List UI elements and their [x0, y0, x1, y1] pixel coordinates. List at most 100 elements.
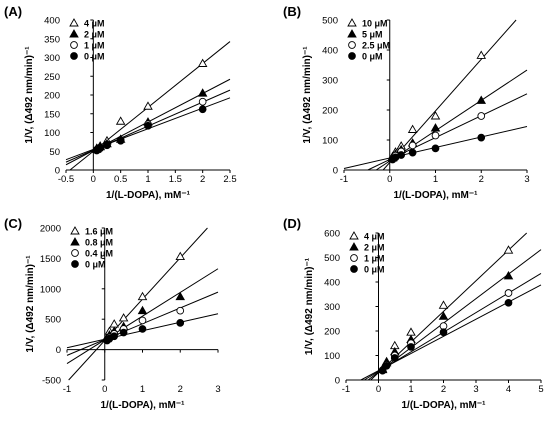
y-tick-label: 200 [324, 327, 340, 338]
data-point [431, 144, 440, 153]
legend: 4 μM2 μM1 μM0 μM [349, 231, 385, 275]
x-tick-label: 2.5 [223, 174, 236, 185]
data-point [430, 111, 441, 120]
data-point [198, 97, 207, 106]
x-tick-label: 3 [473, 384, 478, 395]
legend-label: 1 μM [84, 41, 105, 51]
data-point [118, 313, 129, 322]
data-point [378, 366, 387, 375]
y-tick-label: 100 [324, 351, 340, 362]
x-tick-label: 1 [433, 174, 438, 185]
y-tick-label: 200 [322, 106, 338, 117]
y-tick-label: 350 [44, 34, 60, 45]
x-tick-label: 0.5 [114, 174, 127, 185]
legend-marker [349, 231, 359, 240]
legend-marker [347, 29, 357, 38]
legend-marker [70, 41, 78, 49]
legend-marker [69, 18, 79, 27]
data-point [138, 316, 147, 325]
x-tick-label: 4 [506, 384, 511, 395]
legend-label: 0.4 μM [85, 249, 113, 259]
data-point [115, 116, 126, 125]
y-tick-label: 300 [322, 76, 338, 87]
x-axis-title: 1/(L-DOPA), mM⁻¹ [394, 190, 479, 201]
y-tick-label: 1000 [40, 284, 61, 295]
legend-marker [350, 265, 358, 273]
data-point [476, 95, 487, 104]
y-axis-title: 1/V, (Δ492 nm/min)⁻¹ [304, 257, 315, 355]
legend-marker [71, 249, 79, 257]
fit-line [382, 19, 517, 171]
data-point [176, 318, 185, 327]
y-tick-label: 250 [44, 72, 60, 83]
data-point [397, 151, 406, 159]
legend-label: 4 μM [84, 19, 105, 29]
data-point [476, 50, 487, 59]
data-point [504, 289, 513, 297]
data-point [503, 270, 514, 280]
x-tick-label: 0 [376, 384, 381, 395]
x-tick-label: -1 [63, 384, 71, 395]
x-tick-label: 3 [215, 384, 220, 395]
legend-marker [348, 52, 356, 60]
y-tick-label: 400 [324, 278, 340, 289]
legend-marker [71, 260, 79, 268]
x-tick-label: 2 [441, 384, 446, 395]
y-tick-label: 0 [333, 166, 338, 177]
y-tick-label: 200 [44, 91, 60, 102]
legend: 1.6 μM0.8 μM0.4 μM0 μM [70, 226, 113, 270]
y-tick-label: 0 [55, 166, 60, 177]
x-tick-label: 0 [91, 174, 96, 185]
data-point [110, 332, 119, 341]
panel-label: (B) [283, 4, 301, 19]
legend-marker [348, 41, 356, 49]
legend: 4 μM2 μM1 μM0 μM [69, 18, 105, 62]
legend-label: 10 μM [362, 19, 388, 29]
y-tick-label: 100 [322, 136, 338, 147]
x-tick-label: 3 [524, 174, 529, 185]
legend-label: 0 μM [85, 260, 106, 270]
data-point [197, 58, 208, 67]
legend-label: 4 μM [364, 232, 385, 242]
x-tick-label: -0.5 [58, 174, 74, 185]
y-tick-label: 400 [44, 16, 60, 27]
chart-panel-c: (C) -500 0 500 1000 1500 2000 -1 0 1 2 3 1/(L-DOPA),… [4, 216, 221, 411]
data-point [408, 148, 417, 157]
panel-label: (C) [4, 216, 22, 231]
x-tick-label: 5 [538, 384, 543, 395]
x-axis-title: 1/(L-DOPA), mM⁻¹ [101, 400, 186, 411]
y-tick-label: 100 [44, 128, 60, 139]
data-point [504, 298, 513, 307]
data-point [119, 328, 128, 337]
x-axis-title: 1/(L-DOPA), mM⁻¹ [402, 400, 487, 411]
y-tick-label: 600 [324, 229, 340, 240]
legend-label: 0.8 μM [85, 238, 113, 248]
x-tick-label: 2 [479, 174, 484, 185]
legend-label: 2 μM [84, 30, 105, 40]
legend-marker [70, 52, 78, 60]
data-point [430, 123, 441, 132]
data-point [407, 343, 415, 351]
data-point [137, 291, 148, 301]
data-point [175, 251, 186, 261]
data-point [103, 141, 111, 150]
data-point [439, 328, 448, 337]
x-tick-label: -1 [342, 384, 350, 395]
data-point [382, 361, 391, 370]
data-point [143, 101, 153, 110]
legend-label: 0 μM [364, 265, 385, 275]
x-tick-label: 2 [178, 384, 183, 395]
data-point [137, 305, 148, 315]
panel-label: (A) [4, 4, 22, 19]
y-tick-label: 0 [56, 345, 61, 356]
data-point [96, 144, 105, 153]
y-axis-title: 1/V, (Δ492 nm/min)⁻¹ [25, 255, 36, 353]
y-tick-label: 50 [49, 147, 60, 158]
legend-label: 1 μM [364, 254, 385, 264]
x-tick-label: 1 [140, 384, 145, 395]
legend-marker [70, 237, 80, 246]
data-point [176, 306, 185, 315]
y-tick-label: 150 [44, 109, 60, 120]
x-axis-title: 1/(L-DOPA), mM⁻¹ [106, 190, 191, 201]
